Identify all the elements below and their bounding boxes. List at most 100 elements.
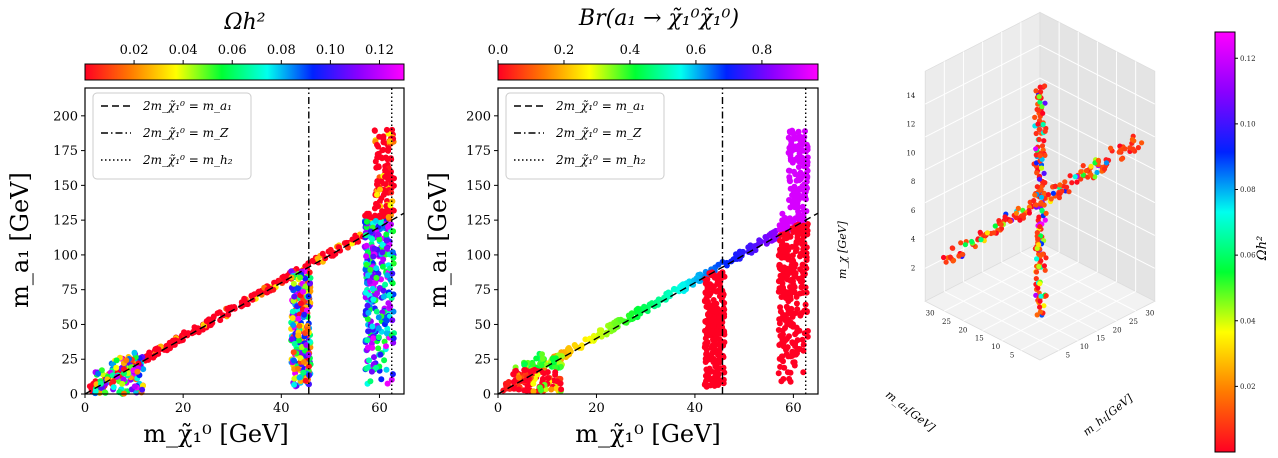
data-point: [705, 284, 712, 291]
data-point: [367, 228, 374, 235]
data-point: [302, 283, 309, 290]
data-point: [289, 315, 296, 321]
data-point: [1036, 263, 1042, 270]
data-point: [328, 252, 335, 259]
data-point: [139, 386, 146, 393]
data-point: [375, 325, 382, 332]
data-point: [289, 308, 296, 315]
data-point: [1036, 108, 1042, 114]
data-point: [370, 296, 377, 303]
data-point: [730, 256, 737, 263]
data-point: [787, 284, 793, 290]
x-tick-label: 40: [273, 401, 290, 416]
x-tick-label: 0: [494, 401, 502, 416]
y-tick-label: 100: [53, 248, 78, 263]
data-point: [780, 231, 787, 238]
data-point: [367, 378, 374, 385]
data-point: [529, 361, 536, 368]
data-point: [701, 298, 708, 305]
data-point: [705, 372, 712, 379]
data-point: [1043, 255, 1049, 261]
data-point: [1037, 304, 1043, 310]
data-point: [378, 376, 385, 383]
data-point: [787, 204, 794, 211]
data-point: [366, 357, 372, 364]
data-point: [364, 337, 371, 344]
data-point: [1037, 309, 1043, 315]
data-point: [225, 311, 232, 318]
data-point: [294, 285, 301, 292]
data-point: [1041, 138, 1047, 144]
data-point: [798, 250, 804, 257]
data-point: [992, 223, 998, 229]
data-point: [670, 286, 677, 293]
data-point: [390, 228, 397, 235]
data-point: [1042, 83, 1048, 89]
data-point: [713, 300, 720, 307]
data-point: [295, 315, 302, 322]
data-point: [1036, 242, 1042, 248]
data-point: [552, 363, 559, 370]
data-point: [787, 152, 794, 159]
data-point: [363, 218, 370, 225]
data-point: [387, 173, 394, 180]
data-point: [799, 214, 806, 221]
data-point: [789, 348, 796, 355]
data-point: [387, 155, 394, 162]
data-point: [1036, 214, 1042, 220]
data-point: [380, 146, 387, 153]
data-point: [367, 266, 374, 273]
data-point: [505, 379, 512, 385]
data-point: [1037, 99, 1043, 105]
y-tick-label: 50: [474, 318, 491, 333]
data-point: [530, 388, 537, 395]
data-point: [386, 292, 393, 298]
y-tick-label: 0: [483, 388, 491, 403]
data-point: [243, 301, 250, 307]
data-point: [384, 272, 391, 279]
data-point: [565, 345, 572, 351]
data-point: [789, 352, 796, 359]
data-point: [131, 383, 138, 390]
data-point: [775, 327, 782, 333]
data-point: [782, 325, 788, 331]
data-point: [551, 359, 557, 366]
data-point: [379, 208, 385, 215]
data-point: [1037, 224, 1043, 230]
data-point: [1041, 191, 1047, 197]
data-point: [375, 164, 382, 171]
data-point: [376, 214, 383, 221]
data-point: [380, 135, 387, 142]
panel-2-points: [500, 127, 811, 395]
data-point: [541, 370, 547, 377]
data-point: [715, 371, 722, 378]
data-point: [710, 287, 717, 294]
data-point: [695, 277, 702, 284]
data-point: [1069, 180, 1075, 186]
data-point: [703, 318, 710, 325]
data-point: [1129, 136, 1135, 143]
data-point: [538, 387, 544, 394]
data-point: [776, 226, 783, 233]
data-point: [378, 276, 384, 283]
data-point: [510, 371, 517, 378]
z-tick-label: 12: [906, 121, 915, 129]
data-point: [375, 334, 382, 341]
data-point: [795, 128, 802, 135]
data-point: [720, 353, 726, 359]
panel-2-frame: [497, 87, 819, 395]
data-point: [795, 164, 802, 170]
data-point: [718, 325, 725, 332]
grid-line: [924, 44, 1156, 105]
data-point: [306, 280, 313, 287]
data-point: [708, 317, 715, 324]
data-point: [381, 338, 388, 345]
data-point: [387, 265, 394, 272]
y-tick-label: 0: [70, 388, 78, 403]
y-tick-label: 125: [53, 214, 78, 229]
data-point: [1041, 303, 1047, 309]
data-point: [991, 230, 997, 236]
data-point: [790, 278, 796, 285]
data-point: [969, 238, 975, 245]
data-point: [319, 250, 326, 257]
